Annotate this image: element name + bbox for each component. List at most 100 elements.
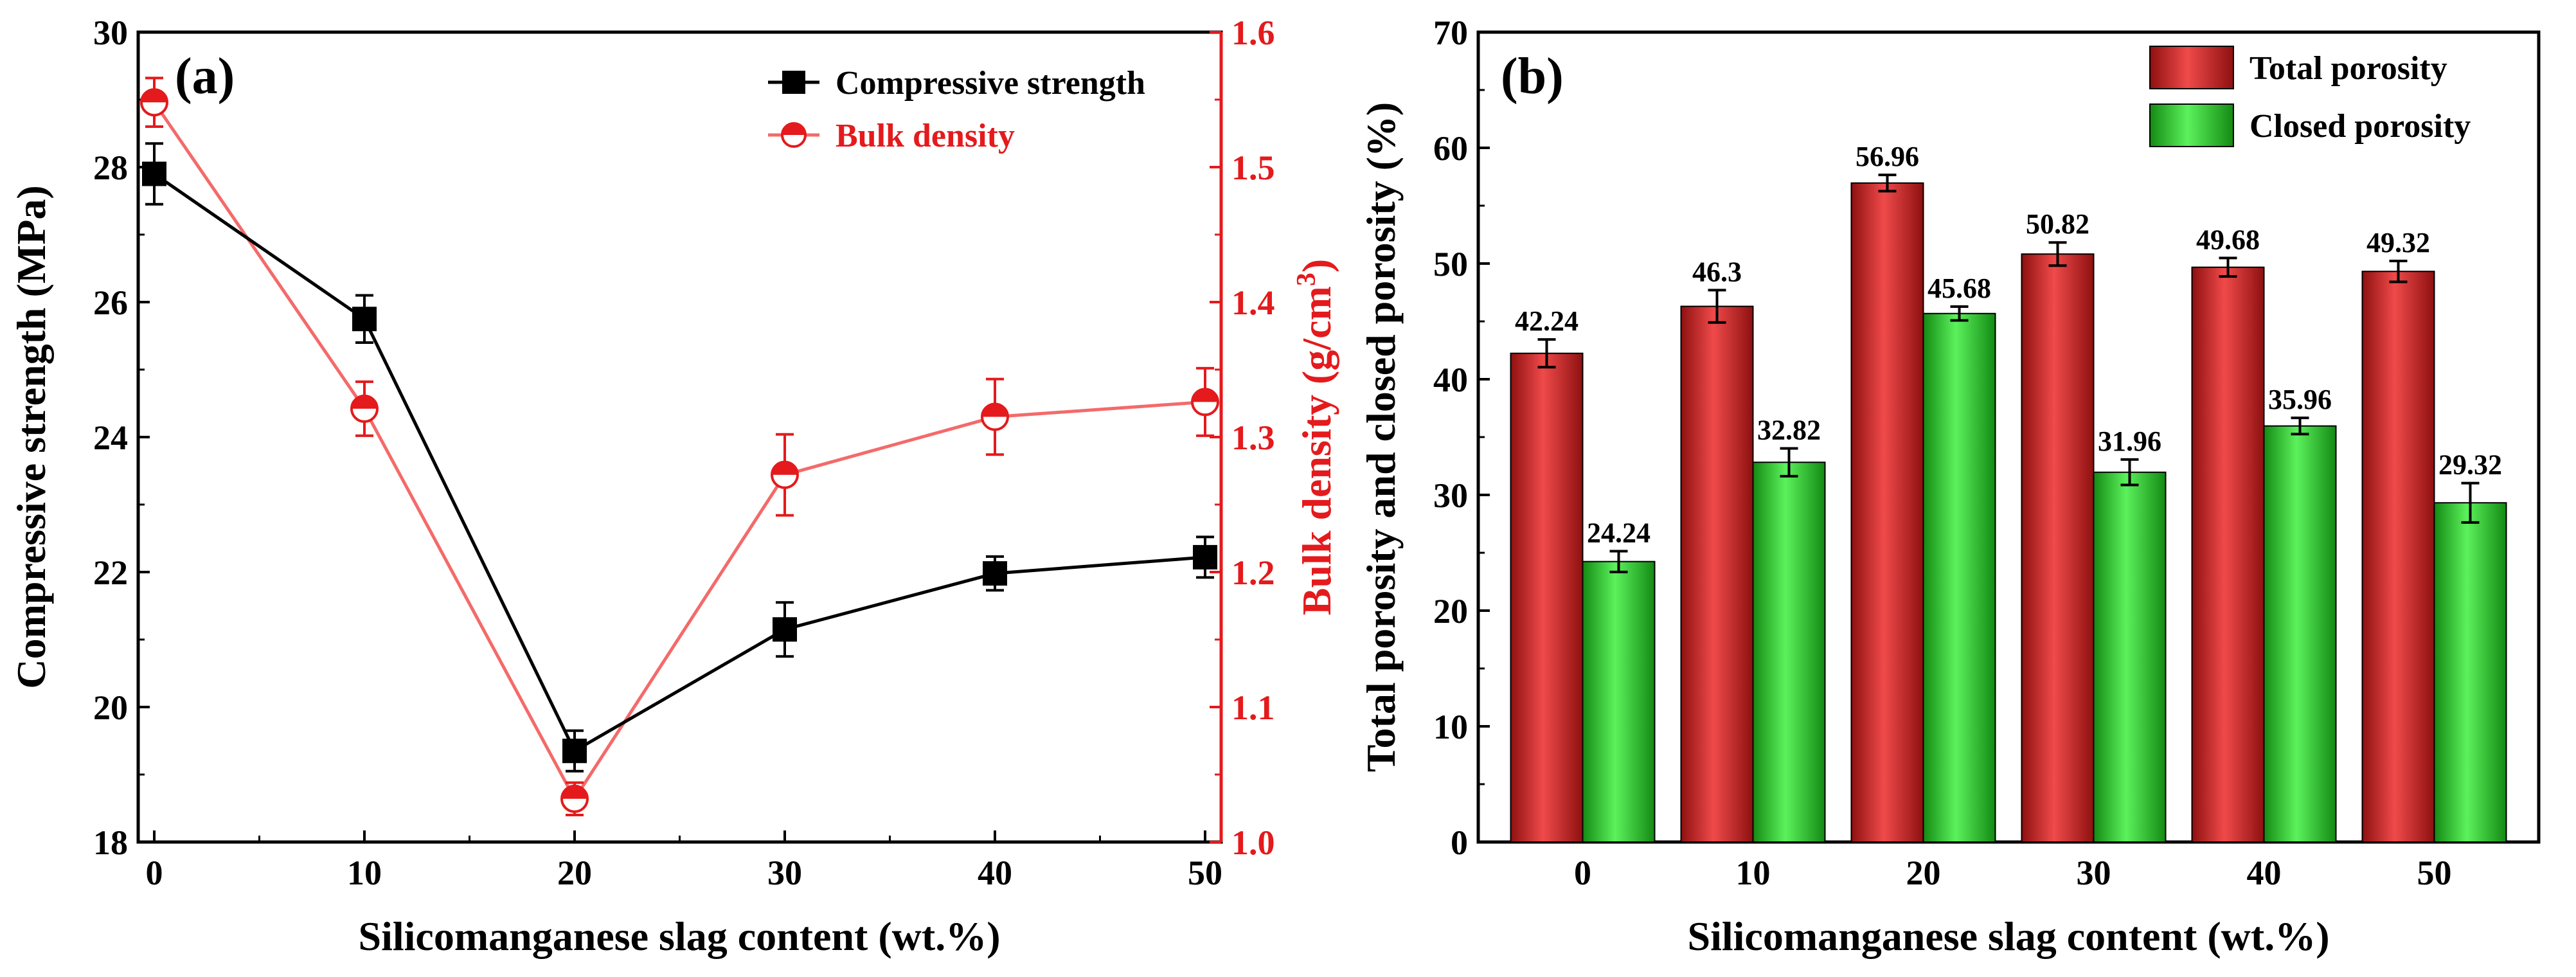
panel-a-x-ticks: 0 10 20 30 40 50 xyxy=(146,830,1222,892)
legend-closed-text: Closed porosity xyxy=(2250,108,2471,145)
a-x-tick-label: 50 xyxy=(1188,854,1222,892)
closed-value-label: 45.68 xyxy=(1928,273,1991,304)
panel-a-label: (a) xyxy=(175,48,235,105)
b-y-tick-label: 20 xyxy=(1433,592,1468,631)
closed-porosity-bar xyxy=(2433,502,2507,843)
total-value-label: 56.96 xyxy=(1856,141,1919,172)
compressive-point xyxy=(773,617,797,642)
b-x-tick-label: 30 xyxy=(2077,854,2111,892)
legend-closed-swatch xyxy=(2149,103,2234,147)
b-y-tick-label: 60 xyxy=(1433,129,1468,168)
compressive-point xyxy=(983,561,1007,586)
panel-b-x-axis-label: Silicomanganese slag content (wt.%) xyxy=(1687,913,2329,959)
b-y-tick-label: 0 xyxy=(1451,823,1468,862)
compressive-strength-line xyxy=(153,172,1206,753)
a-y-tick-label: 30 xyxy=(93,13,128,52)
a-y2-tick-label: 1.0 xyxy=(1231,823,1275,862)
a-y2-tick-label: 1.6 xyxy=(1231,13,1275,52)
panel-a-legend: Compressive strength Bulk density xyxy=(768,65,1145,154)
density-point-fill xyxy=(982,404,1008,417)
b-x-tick-label: 10 xyxy=(1736,854,1771,892)
panel-b-y-axis-label: Total porosity and closed porosity (%) xyxy=(1358,102,1404,773)
a-y-tick-label: 18 xyxy=(93,823,128,862)
a-x-tick-label: 0 xyxy=(146,854,163,892)
bulk-density-line xyxy=(152,101,1206,802)
density-point-fill xyxy=(562,785,587,799)
panel-a-left-y-ticks: 18 20 22 24 26 28 30 xyxy=(93,13,150,862)
compressive-point xyxy=(1193,544,1217,569)
total-porosity-bar xyxy=(2021,253,2095,843)
legend-total-swatch xyxy=(2149,46,2234,89)
panel-a-y2-axis-label-main: Bulk density (g/cm xyxy=(1294,286,1339,615)
total-porosity-bar xyxy=(2191,266,2265,843)
density-point-fill xyxy=(772,462,798,475)
legend-density-text: Bulk density xyxy=(836,118,1015,154)
panel-a-y2-axis-label-sup: 3 xyxy=(1292,273,1321,286)
legend-density-marker-fill xyxy=(782,123,805,135)
total-value-label: 46.3 xyxy=(1692,256,1742,287)
density-point-fill xyxy=(141,89,167,103)
total-porosity-bar xyxy=(1680,305,1754,843)
legend-compressive-marker xyxy=(782,71,805,94)
panel-b-y-ticks: 0 10 20 30 40 50 60 70 xyxy=(1433,13,1490,862)
closed-value-label: 35.96 xyxy=(2268,384,2332,415)
a-x-tick-label: 30 xyxy=(767,854,802,892)
a-y2-tick-label: 1.4 xyxy=(1231,283,1275,322)
closed-porosity-bar xyxy=(2263,425,2337,843)
b-y-tick-label: 50 xyxy=(1433,245,1468,283)
a-y-tick-label: 26 xyxy=(93,283,128,322)
closed-porosity-bar xyxy=(1582,560,1656,843)
a-x-tick-label: 10 xyxy=(347,854,382,892)
total-value-label: 42.24 xyxy=(1515,305,1579,337)
a-y2-tick-label: 1.2 xyxy=(1231,553,1275,592)
a-y-tick-label: 20 xyxy=(93,688,128,727)
panel-b-legend: Total porosity Closed porosity xyxy=(2149,46,2471,147)
b-y-tick-label: 30 xyxy=(1433,476,1468,515)
panel-a-y-axis-label: Compressive strength (MPa) xyxy=(8,185,54,688)
total-porosity-bar xyxy=(1510,352,1584,843)
total-value-label: 49.32 xyxy=(2366,227,2430,258)
closed-value-label: 29.32 xyxy=(2438,449,2502,481)
total-porosity-bar xyxy=(2361,271,2435,843)
legend-total-text: Total porosity xyxy=(2250,50,2447,87)
a-x-tick-label: 20 xyxy=(557,854,592,892)
b-y-tick-label: 10 xyxy=(1433,708,1468,746)
b-x-tick-label: 20 xyxy=(1906,854,1941,892)
b-x-tick-label: 40 xyxy=(2247,854,2282,892)
a-x-tick-label: 40 xyxy=(978,854,1012,892)
panel-a-y2-axis-label: Bulk density (g/cm3) xyxy=(1292,259,1339,615)
b-x-tick-label: 50 xyxy=(2417,854,2452,892)
panel-a-plot-frame xyxy=(136,30,1223,844)
panel-b-label: (b) xyxy=(1501,48,1564,105)
b-y-tick-label: 70 xyxy=(1433,13,1468,52)
density-point-fill xyxy=(352,395,377,409)
a-y-tick-label: 24 xyxy=(93,418,128,457)
compressive-point xyxy=(142,161,166,186)
panel-b: 0 10 20 30 40 50 60 70 0 10 20 30 40 50 42.24 24.24 46… xyxy=(1358,13,2541,959)
b-y-tick-label: 40 xyxy=(1433,361,1468,399)
a-y2-tick-label: 1.1 xyxy=(1231,688,1275,727)
closed-porosity-bar xyxy=(2093,471,2167,843)
panel-a-y2-axis-label-end: ) xyxy=(1294,259,1339,273)
closed-value-label: 24.24 xyxy=(1587,517,1650,548)
panel-a: 18 20 22 24 26 28 30 1.0 1.1 1.2 1.3 1.4 1.5 1.6 0 10… xyxy=(8,13,1339,959)
compressive-point xyxy=(352,307,377,332)
density-point-fill xyxy=(1192,389,1218,402)
total-porosity-bar xyxy=(1850,182,1924,843)
closed-value-label: 31.96 xyxy=(2098,426,2161,457)
a-y-tick-label: 28 xyxy=(93,148,128,187)
panel-a-x-axis-label: Silicomanganese slag content (wt.%) xyxy=(358,913,1000,959)
total-value-label: 50.82 xyxy=(2026,208,2089,240)
closed-porosity-bar xyxy=(1752,462,1826,843)
panel-a-right-y-ticks: 1.0 1.1 1.2 1.3 1.4 1.5 1.6 xyxy=(1210,13,1275,862)
closed-value-label: 32.82 xyxy=(1757,415,1821,446)
a-y-tick-label: 22 xyxy=(93,553,128,592)
legend-compressive-text: Compressive strength xyxy=(836,65,1145,102)
a-y2-tick-label: 1.5 xyxy=(1231,148,1275,187)
a-y2-tick-label: 1.3 xyxy=(1231,418,1275,457)
total-value-label: 49.68 xyxy=(2196,224,2260,255)
compressive-point xyxy=(562,739,587,764)
b-x-tick-label: 0 xyxy=(1574,854,1591,892)
panel-a-series xyxy=(140,76,1219,816)
